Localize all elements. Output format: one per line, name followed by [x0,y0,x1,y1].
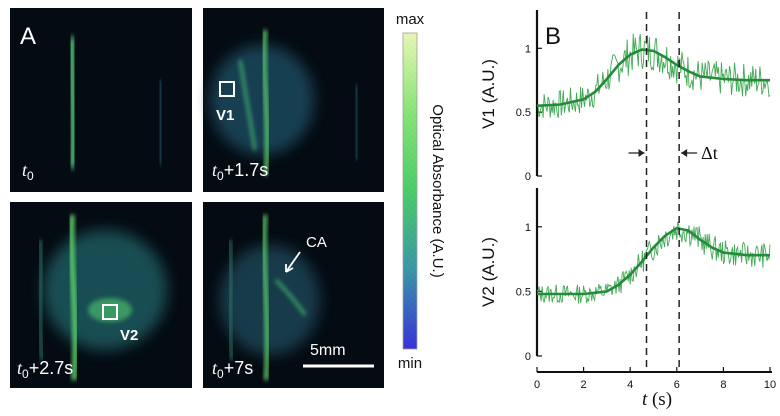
time-markers: Δt [628,12,718,372]
chart-v2: V2 (A.U.) 00.510 2 4 6 8 10 [479,188,776,391]
vessel [69,214,78,381]
delta-t-label: Δt [701,143,718,163]
frame-t0-7s: CA 5mm t0+7s [203,202,384,388]
roi-v1-box [219,81,235,97]
tissue-glow [220,245,320,355]
chart-v1: V1 (A.U.) 0 0.5 1 [479,10,771,183]
x-tick-label: 6 [674,379,680,391]
frame-time-label: t0 [22,160,34,183]
y-tick-label: 1 [525,43,531,55]
ca-arrow [285,251,301,273]
delta-arrowhead-left [638,149,645,157]
panel-b: B V1 (A.U.) 00.51 V2 (A.U.) 00.510 2 4 6 8 10… [479,10,776,410]
vessel [70,39,76,166]
frame-t0-2.7s: V2 t0+2.7s [10,202,192,388]
raw-signal-line [536,33,771,119]
ylabel-v2: V2 (A.U.) [479,237,498,307]
fit-curve-line [537,226,770,296]
x-tick-label: 4 [627,379,633,391]
y-tick-label: 0.5 [516,286,531,298]
tissue-glow [210,45,314,155]
tissue-glow [43,230,167,350]
roi-v2-label: V2 [120,327,138,344]
frame-time-label: t0+1.7s [212,160,268,183]
ylabel-v1: V1 (A.U.) [479,59,498,129]
colorbar-gradient [402,32,418,350]
y-tick-label: 0 [525,171,531,183]
vessel [228,239,234,361]
roi-v1-label: V1 [216,107,234,124]
frame-background [10,8,192,192]
ca-label: CA [306,234,327,251]
frame-time-label: t0+2.7s [17,358,73,381]
frame-time-label: t0+7s [212,358,253,381]
vessel-faint [158,79,163,166]
panel-label-a: A [20,23,36,50]
vessel [238,59,257,151]
colorbar: max min Optical Absorbance (A.U.) [396,11,446,372]
roi-v2-box [102,304,118,320]
x-tick-label: 8 [720,379,726,391]
panel-label-b: B [545,23,561,50]
vessel [38,239,44,361]
frame-t0: A t0 [10,8,192,192]
ca-arrow-head [285,264,294,273]
panel-a: A t0 V1 t0+1.7s V2 [10,8,446,388]
vessel [262,29,270,176]
x-tick-label: 2 [581,379,587,391]
xlabel: t (s) [642,389,672,410]
y-tick-label: 0.5 [516,107,531,119]
frame-t0-1.7s: V1 t0+1.7s [203,8,384,192]
y-tick-label: 1 [525,222,531,234]
scale-bar-label: 5mm [310,342,346,359]
x-tick-label: 0 [534,379,540,391]
raw-signal-line [536,221,771,304]
colorbar-max-label: max [396,11,425,28]
x-tick-label: 10 [764,379,776,391]
vessel-faint [354,84,359,161]
vessel [274,278,307,316]
tissue-bright [88,298,132,322]
fit-curve-line [536,48,770,108]
colorbar-title: Optical Absorbance (A.U.) [429,104,446,277]
y-tick-label: 0 [525,351,531,363]
colorbar-min-label: min [398,355,422,372]
vessel [262,214,270,381]
delta-arrowhead-right [681,149,688,157]
